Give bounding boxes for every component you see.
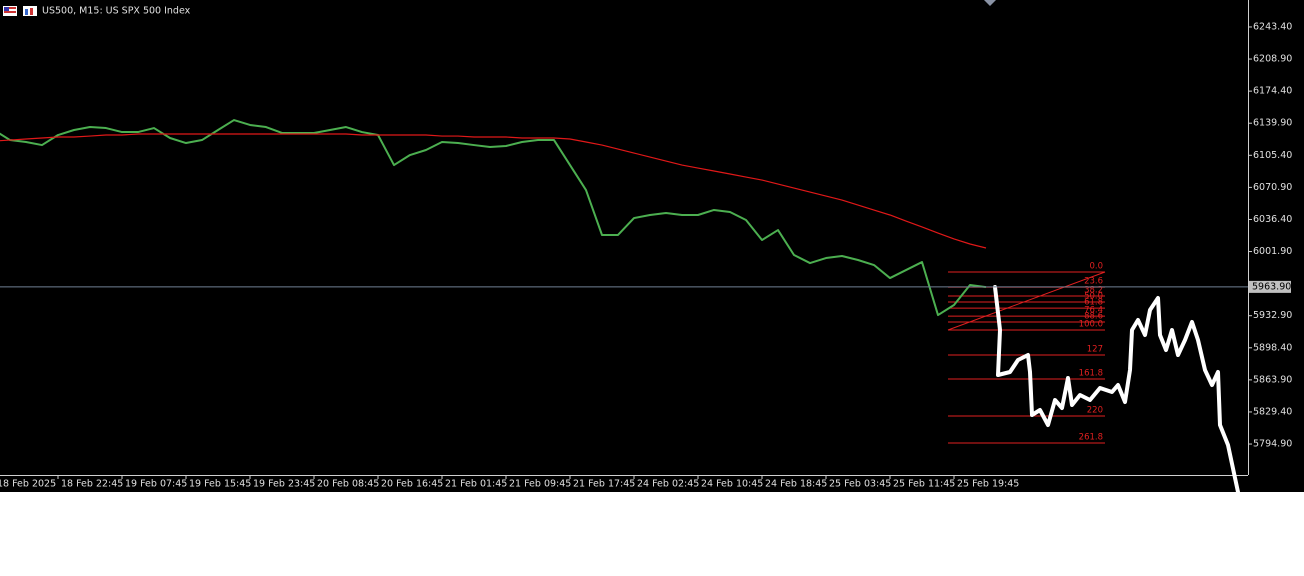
y-tick-label: 5794.90 — [1253, 439, 1292, 450]
hand-drawn-projection — [993, 285, 1240, 494]
y-tick-label: 6139.90 — [1253, 118, 1292, 129]
x-tick-label: 20 Feb 08:45 — [317, 479, 379, 490]
x-tick-label: 25 Feb 11:45 — [893, 479, 955, 490]
y-tick-label: 5898.40 — [1253, 342, 1292, 353]
x-tick-label: 25 Feb 19:45 — [957, 479, 1019, 490]
y-tick-label: 6243.40 — [1253, 21, 1292, 32]
x-tick-label: 19 Feb 07:45 — [125, 479, 187, 490]
x-tick-label: 21 Feb 01:45 — [445, 479, 507, 490]
current-price-label: 5963.90 — [1252, 281, 1291, 292]
fib-label: 127 — [1087, 345, 1103, 355]
y-tick-label: 5829.40 — [1253, 406, 1292, 417]
x-tick-label: 24 Feb 18:45 — [765, 479, 827, 490]
y-tick-label: 6001.90 — [1253, 246, 1292, 257]
x-tick-label: 19 Feb 15:45 — [189, 479, 251, 490]
fib-label: 23.6 — [1084, 277, 1103, 287]
y-tick-label: 5932.90 — [1253, 310, 1292, 321]
y-tick-label: 5863.90 — [1253, 374, 1292, 385]
price-line — [0, 119, 987, 317]
x-tick-label: 20 Feb 16:45 — [381, 479, 443, 490]
fib-trend — [947, 271, 1106, 331]
current-price-box — [1249, 280, 1291, 293]
price-line — [0, 133, 987, 249]
y-tick-label: 6105.40 — [1253, 150, 1292, 161]
y-tick-label: 6070.90 — [1253, 182, 1292, 193]
fib-label: 50.0 — [1084, 292, 1103, 302]
fib-label: 88.6 — [1084, 312, 1103, 322]
x-tick-label: 18 Feb 22:45 — [61, 479, 123, 490]
x-tick-label: 24 Feb 02:45 — [637, 479, 699, 490]
y-tick-label: 6036.40 — [1253, 214, 1292, 225]
fib-label: 38.2 — [1084, 285, 1103, 295]
scroll-marker — [984, 0, 996, 6]
x-tick-label: 24 Feb 10:45 — [701, 479, 763, 490]
x-tick-label: 18 Feb 2025 — [0, 479, 56, 490]
fib-label: 61.8 — [1084, 298, 1103, 308]
chart-background — [0, 0, 1304, 492]
fib-label: 220 — [1087, 406, 1103, 416]
x-tick-label: 25 Feb 03:45 — [829, 479, 891, 490]
fib-label: 161.8 — [1079, 369, 1103, 379]
symbol-icons — [3, 6, 37, 16]
fib-label: 261.8 — [1079, 433, 1103, 443]
fib-label: 76.4 — [1084, 306, 1103, 316]
x-tick-label: 21 Feb 09:45 — [509, 479, 571, 490]
fib-label: 0.0 — [1089, 261, 1103, 271]
fib-label: 100.0 — [1079, 320, 1103, 330]
x-tick-label: 21 Feb 17:45 — [573, 479, 635, 490]
chart-title: US500, M15: US SPX 500 Index — [42, 6, 191, 17]
y-tick-label: 6174.40 — [1253, 86, 1292, 97]
y-tick-label: 6208.90 — [1253, 54, 1292, 65]
x-tick-label: 19 Feb 23:45 — [253, 479, 315, 490]
